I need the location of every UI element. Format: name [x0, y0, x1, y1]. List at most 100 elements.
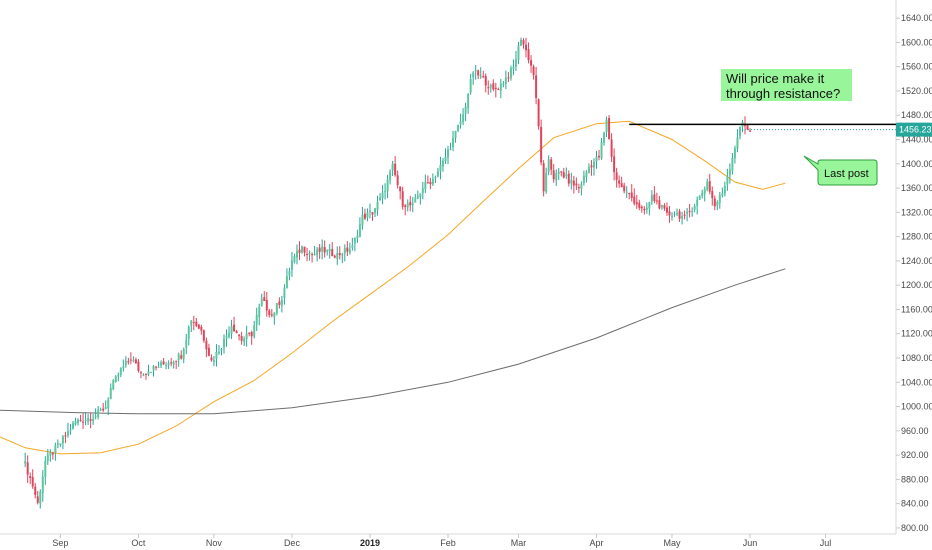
- candle-body[interactable]: [623, 185, 626, 192]
- candle-body[interactable]: [590, 165, 593, 168]
- candle-body[interactable]: [117, 374, 120, 377]
- candle-body[interactable]: [509, 67, 512, 79]
- candle-body[interactable]: [351, 245, 354, 248]
- candle-body[interactable]: [318, 247, 321, 252]
- candle-body[interactable]: [142, 374, 145, 376]
- candle-body[interactable]: [84, 419, 87, 421]
- candle-body[interactable]: [474, 69, 477, 72]
- candle-body[interactable]: [225, 335, 228, 339]
- candle-body[interactable]: [431, 178, 434, 185]
- candle-body[interactable]: [124, 360, 127, 365]
- candle-body[interactable]: [615, 172, 618, 180]
- candle-body[interactable]: [150, 371, 153, 373]
- candle-body[interactable]: [489, 84, 492, 88]
- candle-body[interactable]: [104, 407, 107, 409]
- candle-body[interactable]: [177, 354, 180, 360]
- candle-body[interactable]: [678, 211, 681, 219]
- candle-body[interactable]: [89, 419, 92, 421]
- candle-body[interactable]: [436, 171, 439, 177]
- candle-body[interactable]: [343, 248, 346, 254]
- candle-body[interactable]: [265, 299, 268, 311]
- candle-body[interactable]: [341, 254, 344, 256]
- candle-body[interactable]: [686, 211, 689, 214]
- candle-body[interactable]: [698, 196, 701, 200]
- candle-body[interactable]: [107, 399, 110, 409]
- candle-body[interactable]: [363, 213, 366, 219]
- candle-body[interactable]: [452, 137, 455, 148]
- candle-body[interactable]: [688, 210, 691, 212]
- candle-body[interactable]: [102, 408, 105, 411]
- candle-body[interactable]: [565, 174, 568, 177]
- candle-body[interactable]: [658, 200, 661, 209]
- candle-body[interactable]: [711, 191, 714, 199]
- candle-body[interactable]: [552, 170, 555, 180]
- candle-body[interactable]: [625, 191, 628, 193]
- candle-body[interactable]: [721, 193, 724, 196]
- candle-body[interactable]: [434, 177, 437, 179]
- candle-body[interactable]: [459, 121, 462, 125]
- candle-body[interactable]: [132, 360, 135, 362]
- candle-body[interactable]: [260, 298, 263, 306]
- candle-body[interactable]: [570, 179, 573, 184]
- candle-body[interactable]: [306, 253, 309, 255]
- candle-body[interactable]: [713, 198, 716, 207]
- candle-body[interactable]: [409, 201, 412, 206]
- candle-body[interactable]: [731, 157, 734, 171]
- candle-body[interactable]: [328, 248, 331, 251]
- candle-body[interactable]: [326, 249, 329, 252]
- candle-body[interactable]: [660, 204, 663, 207]
- candle-body[interactable]: [736, 137, 739, 149]
- candle-body[interactable]: [665, 207, 668, 213]
- candle-body[interactable]: [512, 66, 515, 69]
- candle-body[interactable]: [333, 255, 336, 258]
- candle-body[interactable]: [69, 430, 72, 432]
- candle-body[interactable]: [404, 205, 407, 208]
- candle-body[interactable]: [749, 130, 752, 132]
- candle-body[interactable]: [587, 166, 590, 174]
- candle-body[interactable]: [655, 200, 658, 202]
- candle-body[interactable]: [630, 192, 633, 199]
- candle-body[interactable]: [366, 212, 369, 218]
- candle-body[interactable]: [384, 191, 387, 193]
- candle-body[interactable]: [484, 76, 487, 86]
- candle-body[interactable]: [733, 148, 736, 159]
- candle-body[interactable]: [49, 452, 52, 456]
- candle-body[interactable]: [613, 156, 616, 173]
- candle-body[interactable]: [235, 331, 238, 334]
- candle-body[interactable]: [346, 247, 349, 252]
- candle-body[interactable]: [74, 421, 77, 425]
- candle-body[interactable]: [595, 156, 598, 162]
- candle-body[interactable]: [92, 418, 95, 421]
- candle-body[interactable]: [603, 132, 606, 143]
- candle-body[interactable]: [278, 301, 281, 305]
- candle-body[interactable]: [560, 171, 563, 173]
- candle-body[interactable]: [557, 172, 560, 174]
- candle-body[interactable]: [600, 142, 603, 159]
- candle-body[interactable]: [728, 169, 731, 176]
- candle-body[interactable]: [255, 315, 258, 325]
- candle-body[interactable]: [444, 156, 447, 162]
- candle-body[interactable]: [376, 201, 379, 210]
- candle-body[interactable]: [668, 211, 671, 216]
- candle-body[interactable]: [585, 172, 588, 177]
- candle-body[interactable]: [401, 191, 404, 207]
- candle-body[interactable]: [197, 324, 200, 329]
- candle-body[interactable]: [706, 181, 709, 190]
- candle-body[interactable]: [633, 196, 636, 204]
- candle-body[interactable]: [288, 271, 291, 276]
- candle-body[interactable]: [391, 163, 394, 171]
- candle-body[interactable]: [56, 443, 59, 445]
- candle-body[interactable]: [71, 423, 74, 429]
- candle-body[interactable]: [477, 70, 480, 76]
- candle-body[interactable]: [482, 76, 485, 78]
- candle-body[interactable]: [192, 321, 195, 323]
- candle-body[interactable]: [386, 179, 389, 192]
- candle-body[interactable]: [215, 352, 218, 359]
- candle-body[interactable]: [547, 159, 550, 172]
- candle-body[interactable]: [245, 333, 248, 339]
- candle-body[interactable]: [275, 303, 278, 314]
- candle-body[interactable]: [223, 338, 225, 348]
- candle-body[interactable]: [137, 361, 140, 371]
- candle-body[interactable]: [414, 198, 417, 203]
- candle-body[interactable]: [273, 312, 276, 317]
